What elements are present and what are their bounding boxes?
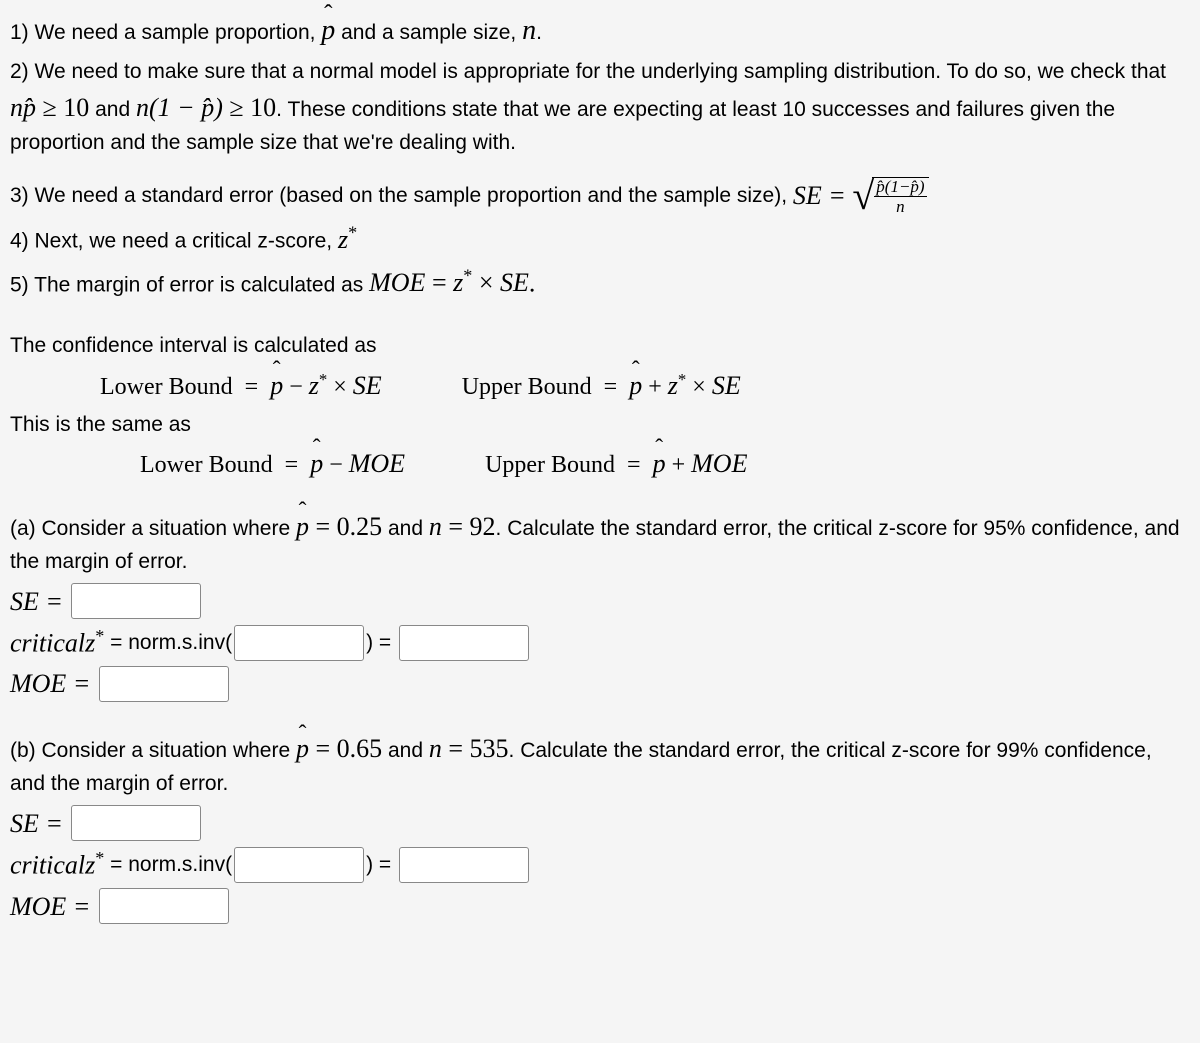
pa-crit-row: criticalz* = norm.s.inv( ) = — [10, 623, 1190, 663]
step2-and: and — [89, 98, 136, 121]
pa-se-input[interactable] — [71, 583, 201, 619]
pb-pre: (b) Consider a situation where — [10, 739, 296, 762]
step4-text: 4) Next, we need a critical z-score, — [10, 230, 338, 253]
pa-crit-pre: = norm.s.inv( — [104, 627, 232, 659]
step1-pre: 1) We need a sample proportion, — [10, 21, 321, 44]
pa-se-label: SE = — [10, 582, 69, 621]
step2-cond1-lhs: np̂ — [10, 93, 36, 122]
radical-symbol: √ — [852, 186, 874, 206]
step1-n: n — [522, 15, 536, 46]
pb-crit-mid: ) = — [366, 849, 397, 881]
pb-crit-pre: = norm.s.inv( — [104, 849, 232, 881]
pa-crit-label: criticalz* — [10, 623, 104, 663]
step3-text: 3) We need a standard error (based on th… — [10, 180, 793, 212]
step2-cond2-lhs: n(1 − p̂) — [136, 93, 223, 122]
step-1: 1) We need a sample proportion, p and a … — [10, 10, 1190, 52]
upper-bound-se: Upper Bound = p + z* × SE — [462, 366, 741, 405]
pb-moe-input[interactable] — [99, 888, 229, 924]
pb-crit-row: criticalz* = norm.s.inv( ) = — [10, 845, 1190, 885]
pb-moe-label: MOE = — [10, 887, 97, 926]
pb-se-input[interactable] — [71, 805, 201, 841]
pb-phat-eq: p = 0.65 — [296, 734, 382, 763]
pa-moe-label: MOE = — [10, 664, 97, 703]
part-b-intro: (b) Consider a situation where p = 0.65 … — [10, 729, 1190, 800]
pb-moe-row: MOE = — [10, 887, 1190, 926]
lower-bound-moe: Lower Bound = p − MOE — [140, 444, 405, 483]
step5-eq: MOE = z* × SE — [369, 268, 529, 297]
pa-phat-eq: p = 0.25 — [296, 512, 382, 541]
step1-mid: and a sample size, — [335, 21, 522, 44]
pa-se-row: SE = — [10, 582, 1190, 621]
ci-intro: The confidence interval is calculated as — [10, 330, 1190, 362]
pb-crit-label: criticalz* — [10, 845, 104, 885]
step4-zstar: z* — [338, 225, 357, 254]
pa-moe-row: MOE = — [10, 664, 1190, 703]
pb-crit-result-input[interactable] — [399, 847, 529, 883]
pa-crit-result-input[interactable] — [399, 625, 529, 661]
pb-se-row: SE = — [10, 804, 1190, 843]
pa-and: and — [382, 517, 429, 540]
pa-n-eq: n = 92 — [429, 512, 496, 541]
pa-crit-mid: ) = — [366, 627, 397, 659]
pa-moe-input[interactable] — [99, 666, 229, 702]
step2-cond1-rhs: ≥ 10 — [36, 93, 89, 122]
pb-n-eq: n = 535 — [429, 734, 509, 763]
step5-dot: . — [529, 268, 536, 297]
se-fraction: p̂(1−p̂) n — [872, 177, 928, 215]
step-3: 3) We need a standard error (based on th… — [10, 176, 1190, 215]
upper-bound-moe: Upper Bound = p + MOE — [485, 444, 747, 483]
bounds-moe-row: Lower Bound = p − MOE Upper Bound = p + … — [10, 444, 1190, 483]
step-2: 2) We need to make sure that a normal mo… — [10, 56, 1190, 158]
pb-norminv-arg-input[interactable] — [234, 847, 364, 883]
step1-post: . — [536, 21, 542, 44]
pa-norminv-arg-input[interactable] — [234, 625, 364, 661]
step5-text: 5) The margin of error is calculated as — [10, 273, 369, 296]
pa-pre: (a) Consider a situation where — [10, 517, 296, 540]
part-a-intro: (a) Consider a situation where p = 0.25 … — [10, 507, 1190, 578]
pb-se-label: SE = — [10, 804, 69, 843]
se-frac-top: p̂(1−p̂) — [874, 178, 926, 197]
step3-lhs: SE = — [793, 176, 852, 215]
sqrt-icon: √ p̂(1−p̂) n — [852, 177, 928, 215]
lower-bound-se: Lower Bound = p − z* × SE — [100, 366, 382, 405]
se-frac-bot: n — [894, 197, 907, 215]
step-4: 4) Next, we need a critical z-score, z* — [10, 219, 1190, 259]
step2-cond2-rhs: ≥ 10 — [223, 93, 276, 122]
ci-same: This is the same as — [10, 409, 1190, 441]
step2-line1: 2) We need to make sure that a normal mo… — [10, 60, 1166, 83]
step1-phat: p — [321, 10, 335, 52]
step-5: 5) The margin of error is calculated as … — [10, 263, 1190, 303]
bounds-se-row: Lower Bound = p − z* × SE Upper Bound = … — [10, 366, 1190, 405]
pb-and: and — [382, 739, 429, 762]
